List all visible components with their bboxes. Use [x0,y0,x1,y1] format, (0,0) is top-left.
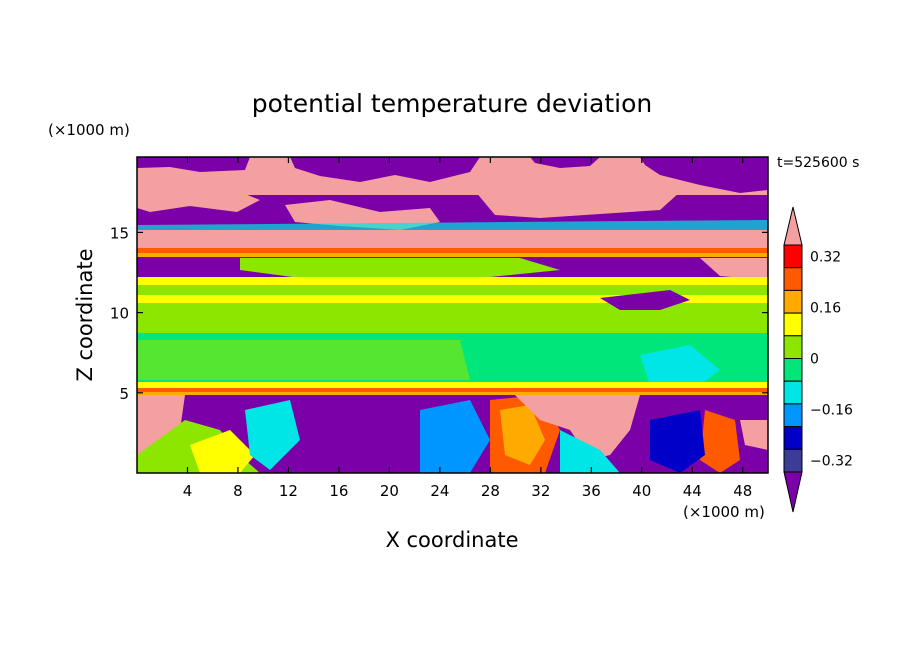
colorbar-label: 0 [810,352,819,368]
yellow-line [137,382,768,388]
lower-cyan-patch [560,430,620,473]
pink-right [700,258,768,280]
purple-blob-mid [600,290,690,310]
y-tick-label: 15 [110,224,129,242]
lower-red-blob [700,410,740,473]
x-axis: 4 8 12 16 20 24 28 32 36 40 44 48 [183,157,752,500]
green-stripe [137,285,768,295]
x-axis-unit: (×1000 m) [683,503,765,521]
lower-blue-patch [650,410,705,473]
x-tick-label: 36 [582,482,601,500]
x-tick-label: 40 [632,482,651,500]
x-tick-label: 20 [380,482,399,500]
red-line [137,388,768,392]
colorbar-swatch [783,403,803,428]
lower-orange-blob [500,405,545,465]
chart-title: potential temperature deviation [252,89,652,118]
colorbar-label: 0.32 [810,249,841,265]
time-label: t=525600 s [777,155,859,171]
x-tick-label: 28 [481,482,500,500]
x-tick-label: 8 [233,482,243,500]
colorbar-swatch [783,448,803,473]
upper-purple-blob [137,157,250,172]
upper-purple-blob [530,157,600,168]
cyan-patch [640,345,720,385]
upper-pink-blob [470,175,680,218]
colorbar-swatch [783,358,803,382]
red-strip [137,248,768,253]
colorbar-bottom-extend [783,471,803,513]
y-axis: 5 10 15 [110,224,768,403]
colorbar-swatch [783,380,803,405]
orange-strip [137,253,768,257]
lower-blue-patch [420,400,490,473]
colorbar-top-extend [783,206,803,246]
x-tick-label: 24 [430,482,449,500]
orange-line [137,392,768,395]
upper-purple-blob [640,157,768,193]
plot-frame [136,156,769,474]
cyan-edge [137,220,768,232]
colorbar: 0.32 0.16 0 −0.16 −0.32 [783,206,853,513]
colorbar-label: 0.16 [810,300,841,316]
colorbar-swatch [783,289,803,314]
lower-yellow-patch [190,430,255,473]
colorbar-swatch [783,312,803,337]
pink-strip [137,230,768,248]
lower-cyan-patch [245,400,300,470]
y-tick-label: 5 [119,385,129,403]
colorbar-swatch [783,244,803,269]
yellow-stripe [137,277,768,285]
green-stripe [137,303,768,333]
upper-purple-blob [290,157,480,182]
upper-pink-blob [137,188,260,212]
yellow-stripe [137,295,768,303]
colorbar-swatch [783,267,803,291]
x-tick-label: 44 [683,482,702,500]
colorbar-swatch [783,426,803,450]
y-axis-label: Z coordinate [73,248,97,381]
heatmap-field [137,157,768,473]
colorbar-swatch [783,335,803,359]
x-tick-label: 16 [329,482,348,500]
light-green-patch [137,340,470,380]
upper-pink-blob [285,200,440,230]
x-tick-label: 12 [279,482,298,500]
lower-pink-blob [137,395,185,458]
x-tick-label: 4 [183,482,193,500]
colorbar-label: −0.16 [810,403,853,419]
lower-pink-blob [740,420,768,450]
x-tick-label: 48 [733,482,752,500]
lower-pink-blob [515,395,640,460]
y-axis-unit: (×1000 m) [48,121,130,139]
x-tick-label: 32 [531,482,550,500]
y-tick-label: 10 [110,305,129,323]
colorbar-label: −0.32 [810,454,853,470]
x-axis-label: X coordinate [385,528,518,552]
green-patch [240,258,560,278]
